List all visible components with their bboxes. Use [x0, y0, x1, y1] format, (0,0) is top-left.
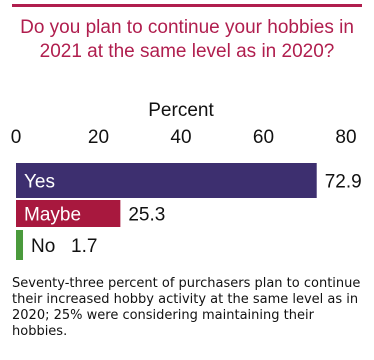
- x-tick-label: 60: [253, 127, 274, 148]
- bar-no: [16, 230, 24, 260]
- bar-chart: Percent 0 20 40 60 80 Yes 72.9 Maybe 25.3 No 1.7: [11, 100, 362, 260]
- chart-title: Do you plan to continue your hobbies in …: [20, 17, 354, 62]
- category-label: Maybe: [24, 205, 81, 226]
- title-rule: [12, 4, 362, 7]
- bar-yes: [16, 163, 317, 198]
- category-label: No: [31, 236, 55, 257]
- value-label: 72.9: [325, 172, 362, 193]
- x-tick-label: 20: [88, 127, 109, 148]
- chart-caption: Seventy-three percent of purchasers plan…: [12, 276, 361, 339]
- x-tick-label: 0: [11, 127, 22, 148]
- x-tick-label: 80: [335, 127, 356, 148]
- axis-label: Percent: [148, 100, 214, 121]
- value-label: 25.3: [128, 205, 165, 226]
- bar-maybe: [16, 200, 121, 227]
- category-label: Yes: [24, 172, 55, 193]
- value-label: 1.7: [71, 236, 97, 257]
- x-tick-label: 40: [170, 127, 191, 148]
